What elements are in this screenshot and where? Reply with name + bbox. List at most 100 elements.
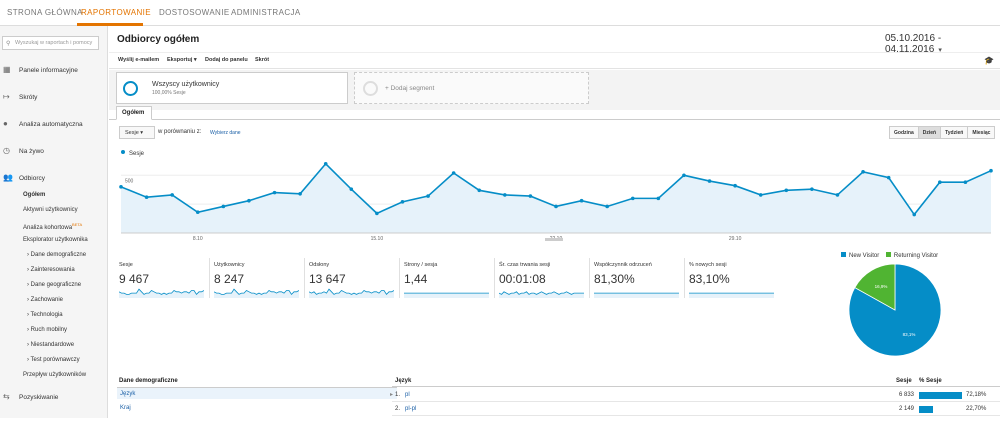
row-language-link[interactable]: pl-pl <box>405 406 417 412</box>
chevron-down-icon: ▾ <box>938 47 942 54</box>
data-point[interactable] <box>579 198 584 203</box>
metric-tile[interactable]: Użytkownicy 8 247 <box>214 258 302 318</box>
chart-collapse-handle[interactable] <box>545 238 563 241</box>
tile-divider <box>399 258 400 298</box>
data-point[interactable] <box>144 195 149 200</box>
tab-admin[interactable]: ADMINISTRACJA <box>231 8 301 17</box>
period-hour[interactable]: Godzina <box>890 127 919 138</box>
segment-name: Wszyscy użytkownicy <box>152 81 220 88</box>
data-point[interactable] <box>477 188 482 193</box>
data-point[interactable] <box>963 180 968 185</box>
data-point[interactable] <box>400 200 405 204</box>
sidebar-item-acquisition[interactable]: ⇆ Pozyskiwanie <box>0 391 108 405</box>
data-point[interactable] <box>298 191 302 196</box>
sidebar-subitem-geo[interactable]: › Dane geograficzne <box>27 282 82 288</box>
tab-reporting[interactable]: RAPORTOWANIE <box>81 8 151 17</box>
graduation-cap-icon[interactable]: 🎓 <box>984 56 994 65</box>
sidebar-subitem-mobile[interactable]: › Ruch mobilny <box>27 327 68 333</box>
legend-new-visitor: New Visitor <box>841 252 879 259</box>
metric-value: 13 647 <box>309 272 346 286</box>
data-point[interactable] <box>170 193 174 197</box>
data-point[interactable] <box>349 187 354 191</box>
data-point[interactable] <box>758 193 763 197</box>
row-language-link[interactable]: pl <box>405 392 410 398</box>
legend-label: Returning Visitor <box>893 252 939 259</box>
data-point[interactable] <box>835 193 840 197</box>
add-segment-button[interactable]: + Dodaj segment <box>354 72 589 104</box>
metric-select[interactable]: Sesje ▾ <box>119 126 155 139</box>
data-point[interactable] <box>810 187 814 191</box>
row-number: 1. <box>395 392 401 398</box>
period-month[interactable]: Miesiąc <box>972 130 991 136</box>
sidebar-item-dashboards[interactable]: ▦ Panele informacyjne <box>0 64 108 78</box>
tab-overview[interactable]: Ogółem <box>116 106 152 120</box>
data-point[interactable] <box>119 185 123 189</box>
data-point[interactable] <box>528 194 533 198</box>
sidebar-subitem-benchmarking[interactable]: › Test porównawczy <box>27 357 80 363</box>
data-point[interactable] <box>503 193 507 197</box>
data-point[interactable] <box>323 161 328 166</box>
data-point[interactable] <box>886 175 891 180</box>
demographics-item-language[interactable]: Język ▸ <box>117 387 397 399</box>
data-point[interactable] <box>938 180 942 185</box>
sidebar-subitem-overview[interactable]: Ogółem <box>23 192 46 198</box>
sidebar-subitem-cohort[interactable]: Analiza kohortowaBETA <box>23 222 82 231</box>
data-point[interactable] <box>451 171 456 175</box>
metric-tile[interactable]: Współczynnik odrzuceń 81,30% <box>594 258 682 318</box>
metric-tile[interactable]: Odsłony 13 647 <box>309 258 397 318</box>
segment-sub: 100,00% Sesje <box>152 90 186 96</box>
export-button[interactable]: Eksportuj ▾ <box>167 57 197 63</box>
compare-label: w porównaniu z: <box>158 129 202 135</box>
sparkline-line <box>499 291 584 295</box>
data-point[interactable] <box>221 204 226 209</box>
sidebar-item-realtime[interactable]: ◷ Na żywo <box>0 145 108 159</box>
metric-tile[interactable]: Strony / sesja 1,44 <box>404 258 492 318</box>
data-point[interactable] <box>861 170 865 174</box>
sidebar-subitem-interests[interactable]: › Zainteresowania <box>27 267 75 273</box>
sidebar-subitem-custom[interactable]: › Niestandardowe <box>27 342 75 348</box>
period-day[interactable]: Dzień <box>918 127 942 138</box>
metric-tile[interactable]: % nowych sesji 83,10% <box>689 258 777 318</box>
data-point[interactable] <box>912 212 917 217</box>
tab-home[interactable]: STRONA GŁÓWNA <box>7 8 83 17</box>
data-point[interactable] <box>247 198 251 203</box>
add-to-dashboard-button[interactable]: Dodaj do panelu <box>205 57 248 63</box>
sidebar-subitem-technology[interactable]: › Technologia <box>27 312 63 318</box>
x-tick-label: 15.10 <box>371 236 384 241</box>
metric-tile[interactable]: Śr. czas trwania sesji 00:01:08 <box>499 258 587 318</box>
pie-slice-returning-visitor[interactable] <box>854 263 896 311</box>
sidebar-item-shortcuts[interactable]: ↦ Skróty <box>0 91 108 105</box>
metric-tile[interactable]: Sesje 9 467 <box>119 258 207 318</box>
sidebar-subitem-user-explorer[interactable]: Eksplorator użytkownika <box>23 237 88 243</box>
sidebar-subitem-users-flow[interactable]: Przepływ użytkowników <box>23 372 87 378</box>
date-range-picker[interactable]: 05.10.2016 - 04.11.2016 ▾ <box>885 33 1000 55</box>
sidebar-item-intelligence[interactable]: ● Analiza automatyczna <box>0 118 108 132</box>
email-button[interactable]: Wyślij e-mailem <box>118 57 160 63</box>
data-point[interactable] <box>707 179 712 183</box>
data-point[interactable] <box>682 173 686 178</box>
data-point[interactable] <box>989 168 993 173</box>
data-point[interactable] <box>272 190 277 195</box>
shortcut-button[interactable]: Skrót <box>255 57 270 63</box>
search-input[interactable]: ⚲ Wyszukaj w raportach i pomocy <box>2 36 99 50</box>
data-point[interactable] <box>554 204 558 209</box>
tab-customization[interactable]: DOSTOSOWANIE <box>159 8 230 17</box>
segment-all-users[interactable]: Wszyscy użytkownicy 100,00% Sesje <box>116 72 348 104</box>
demographics-item-country[interactable]: Kraj <box>120 405 131 411</box>
sidebar-subitem-demographics[interactable]: › Dane demograficzne <box>27 252 87 258</box>
data-point[interactable] <box>375 211 379 216</box>
data-point[interactable] <box>195 210 200 215</box>
row-pct-bar <box>919 392 963 399</box>
data-point[interactable] <box>656 196 661 201</box>
data-point[interactable] <box>784 188 789 193</box>
data-point[interactable] <box>733 183 737 188</box>
data-point[interactable] <box>605 204 609 209</box>
sidebar-subitem-active-users[interactable]: Aktywni użytkownicy <box>23 207 78 213</box>
chevron-right-icon: ▸ <box>389 392 393 398</box>
data-point[interactable] <box>630 196 635 201</box>
sidebar-item-audience[interactable]: 👥 Odbiorcy <box>0 172 108 186</box>
period-week[interactable]: Tydzień <box>941 127 969 138</box>
sidebar-subitem-behavior[interactable]: › Zachowanie <box>27 297 64 303</box>
data-point[interactable] <box>426 194 430 198</box>
choose-metric-link[interactable]: Wybierz dane <box>210 130 241 136</box>
